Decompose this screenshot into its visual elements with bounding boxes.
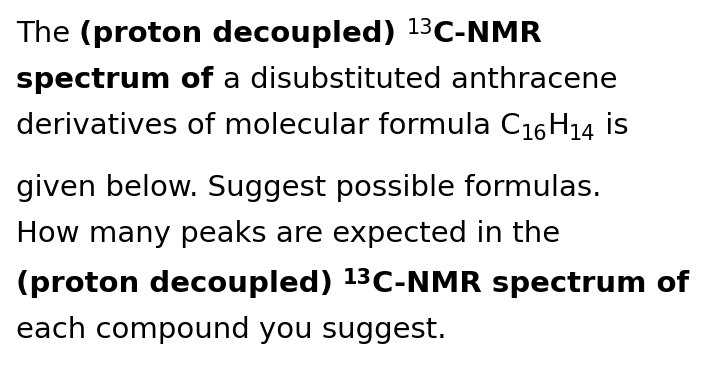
Text: derivatives of molecular formula C: derivatives of molecular formula C xyxy=(16,112,521,140)
Text: 13: 13 xyxy=(343,268,372,288)
Text: H: H xyxy=(547,112,569,140)
Text: 16: 16 xyxy=(521,124,547,144)
Text: each compound you suggest.: each compound you suggest. xyxy=(16,316,446,344)
Text: (proton decoupled): (proton decoupled) xyxy=(79,20,407,48)
Text: is: is xyxy=(595,112,629,140)
Text: The: The xyxy=(16,20,79,48)
Text: a disubstituted anthracene: a disubstituted anthracene xyxy=(223,66,618,94)
Text: 14: 14 xyxy=(569,124,595,144)
Text: spectrum of: spectrum of xyxy=(16,66,223,94)
Text: C-NMR: C-NMR xyxy=(433,20,543,48)
Text: C-NMR spectrum of: C-NMR spectrum of xyxy=(372,270,689,298)
Text: How many peaks are expected in the: How many peaks are expected in the xyxy=(16,220,560,248)
Text: 13: 13 xyxy=(407,18,433,38)
Text: given below. Suggest possible formulas.: given below. Suggest possible formulas. xyxy=(16,174,601,202)
Text: (proton decoupled): (proton decoupled) xyxy=(16,270,343,298)
